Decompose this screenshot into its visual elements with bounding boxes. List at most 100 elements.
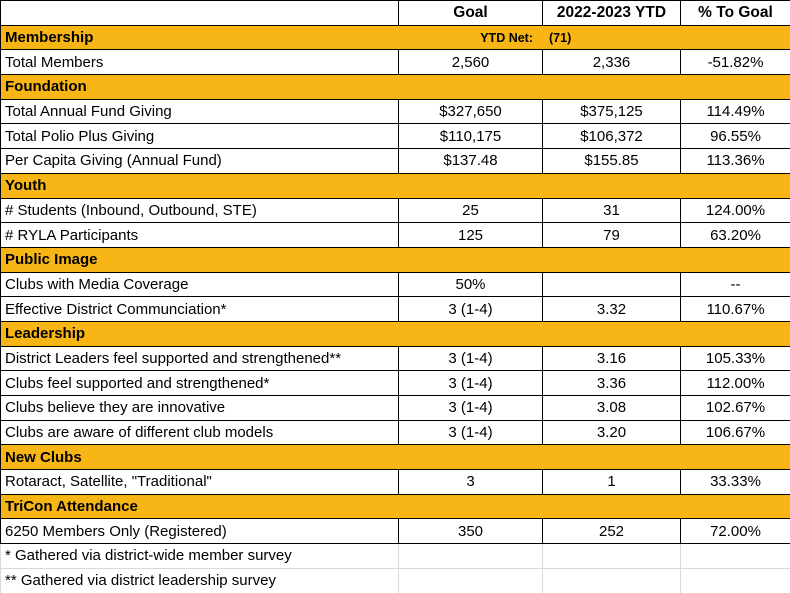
- section-title: Leadership: [5, 325, 86, 343]
- pct-goal-cell[interactable]: 110.67%: [680, 296, 790, 322]
- pct-goal-cell[interactable]: 106.67%: [680, 419, 790, 446]
- column-header-ytd[interactable]: 2022-2023 YTD: [542, 0, 681, 26]
- metric-label-cell[interactable]: Total Members: [0, 49, 399, 76]
- section-cell[interactable]: Public Image: [0, 246, 790, 273]
- footnote-member-survey[interactable]: * Gathered via district-wide member surv…: [0, 543, 399, 569]
- empty-cell[interactable]: [542, 543, 681, 569]
- table-row: Clubs feel supported and strengthened* 3…: [0, 370, 790, 396]
- metric-label-cell[interactable]: # Students (Inbound, Outbound, STE): [0, 197, 399, 224]
- pct-goal-cell[interactable]: 33.33%: [680, 469, 790, 495]
- pct-goal-cell[interactable]: 72.00%: [680, 518, 790, 545]
- table-row: Clubs with Media Coverage 50% --: [0, 271, 790, 298]
- metric-label-cell[interactable]: 6250 Members Only (Registered): [0, 518, 399, 545]
- ytd-net-value: (71): [549, 30, 572, 45]
- table-row: Total Polio Plus Giving $110,175 $106,37…: [0, 123, 790, 150]
- pct-goal-cell[interactable]: 102.67%: [680, 395, 790, 421]
- table-row: Effective District Communciation* 3 (1-4…: [0, 296, 790, 322]
- section-cell[interactable]: Membership YTD Net: (71): [0, 24, 790, 51]
- pct-goal-cell[interactable]: 105.33%: [680, 345, 790, 372]
- metric-label-cell[interactable]: Total Polio Plus Giving: [0, 123, 399, 150]
- pct-goal-cell[interactable]: 114.49%: [680, 98, 790, 125]
- goal-cell[interactable]: 3 (1-4): [398, 419, 543, 446]
- empty-cell[interactable]: [542, 567, 681, 593]
- goal-cell[interactable]: 25: [398, 197, 543, 224]
- ytd-cell[interactable]: 79: [542, 222, 681, 248]
- goal-cell[interactable]: 3 (1-4): [398, 395, 543, 421]
- ytd-cell[interactable]: 3.20: [542, 419, 681, 446]
- ytd-cell[interactable]: 252: [542, 518, 681, 545]
- footnote-row: * Gathered via district-wide member surv…: [0, 543, 790, 569]
- empty-cell[interactable]: [680, 567, 790, 593]
- table-row: # Students (Inbound, Outbound, STE) 25 3…: [0, 197, 790, 224]
- section-title: Youth: [5, 177, 47, 195]
- pct-goal-cell[interactable]: 113.36%: [680, 148, 790, 174]
- section-title: Foundation: [5, 78, 87, 96]
- section-cell[interactable]: TriCon Attendance: [0, 493, 790, 520]
- goal-cell[interactable]: 2,560: [398, 49, 543, 76]
- ytd-cell[interactable]: [542, 271, 681, 298]
- metric-label-cell[interactable]: # RYLA Participants: [0, 222, 399, 248]
- section-title: Membership: [5, 29, 94, 47]
- column-header-goal[interactable]: Goal: [398, 0, 543, 26]
- section-cell[interactable]: Youth: [0, 172, 790, 199]
- section-row-public-image: Public Image: [0, 246, 790, 273]
- section-row-membership: Membership YTD Net: (71): [0, 24, 790, 51]
- pct-goal-cell[interactable]: 112.00%: [680, 370, 790, 396]
- ytd-cell[interactable]: $155.85: [542, 148, 681, 174]
- section-cell[interactable]: Foundation: [0, 74, 790, 100]
- metric-label-cell[interactable]: Effective District Communciation*: [0, 296, 399, 322]
- metric-label-cell[interactable]: Rotaract, Satellite, "Traditional": [0, 469, 399, 495]
- ytd-cell[interactable]: 1: [542, 469, 681, 495]
- footnote-row: ** Gathered via district leadership surv…: [0, 567, 790, 593]
- section-title: Public Image: [5, 251, 98, 269]
- pct-goal-cell[interactable]: --: [680, 271, 790, 298]
- pct-goal-cell[interactable]: 124.00%: [680, 197, 790, 224]
- metric-label-cell[interactable]: Clubs believe they are innovative: [0, 395, 399, 421]
- pct-goal-cell[interactable]: 96.55%: [680, 123, 790, 150]
- footnote-leadership-survey[interactable]: ** Gathered via district leadership surv…: [0, 567, 399, 593]
- goal-cell[interactable]: 350: [398, 518, 543, 545]
- pct-goal-cell[interactable]: -51.82%: [680, 49, 790, 76]
- ytd-cell[interactable]: 3.16: [542, 345, 681, 372]
- metric-label-cell[interactable]: District Leaders feel supported and stre…: [0, 345, 399, 372]
- section-row-youth: Youth: [0, 172, 790, 199]
- metric-label-cell[interactable]: Per Capita Giving (Annual Fund): [0, 148, 399, 174]
- goal-cell[interactable]: 3 (1-4): [398, 345, 543, 372]
- goal-cell[interactable]: 125: [398, 222, 543, 248]
- metric-label-cell[interactable]: Total Annual Fund Giving: [0, 98, 399, 125]
- header-blank-cell[interactable]: [0, 0, 399, 26]
- goal-cell[interactable]: $137.48: [398, 148, 543, 174]
- section-cell[interactable]: Leadership: [0, 320, 790, 347]
- empty-cell[interactable]: [398, 543, 543, 569]
- goal-cell[interactable]: $327,650: [398, 98, 543, 125]
- pct-goal-cell[interactable]: 63.20%: [680, 222, 790, 248]
- table-row: Total Annual Fund Giving $327,650 $375,1…: [0, 98, 790, 125]
- metric-label-cell[interactable]: Clubs are aware of different club models: [0, 419, 399, 446]
- ytd-cell[interactable]: 31: [542, 197, 681, 224]
- metric-label-cell[interactable]: Clubs feel supported and strengthened*: [0, 370, 399, 396]
- ytd-cell[interactable]: 2,336: [542, 49, 681, 76]
- ytd-cell[interactable]: 3.08: [542, 395, 681, 421]
- ytd-cell[interactable]: $106,372: [542, 123, 681, 150]
- section-cell[interactable]: New Clubs: [0, 444, 790, 471]
- section-row-tricon-attendance: TriCon Attendance: [0, 493, 790, 520]
- metric-label-cell[interactable]: Clubs with Media Coverage: [0, 271, 399, 298]
- goal-cell[interactable]: 3 (1-4): [398, 370, 543, 396]
- goal-cell[interactable]: 50%: [398, 271, 543, 298]
- table-row: # RYLA Participants 125 79 63.20%: [0, 222, 790, 248]
- table-row: Per Capita Giving (Annual Fund) $137.48 …: [0, 148, 790, 174]
- column-header-pct-to-goal[interactable]: % To Goal: [680, 0, 790, 26]
- section-row-new-clubs: New Clubs: [0, 444, 790, 471]
- section-title: TriCon Attendance: [5, 498, 138, 516]
- goal-cell[interactable]: $110,175: [398, 123, 543, 150]
- empty-cell[interactable]: [398, 567, 543, 593]
- table-row: Total Members 2,560 2,336 -51.82%: [0, 49, 790, 76]
- ytd-cell[interactable]: $375,125: [542, 98, 681, 125]
- empty-cell[interactable]: [680, 543, 790, 569]
- goal-cell[interactable]: 3 (1-4): [398, 296, 543, 322]
- goal-cell[interactable]: 3: [398, 469, 543, 495]
- ytd-cell[interactable]: 3.32: [542, 296, 681, 322]
- ytd-cell[interactable]: 3.36: [542, 370, 681, 396]
